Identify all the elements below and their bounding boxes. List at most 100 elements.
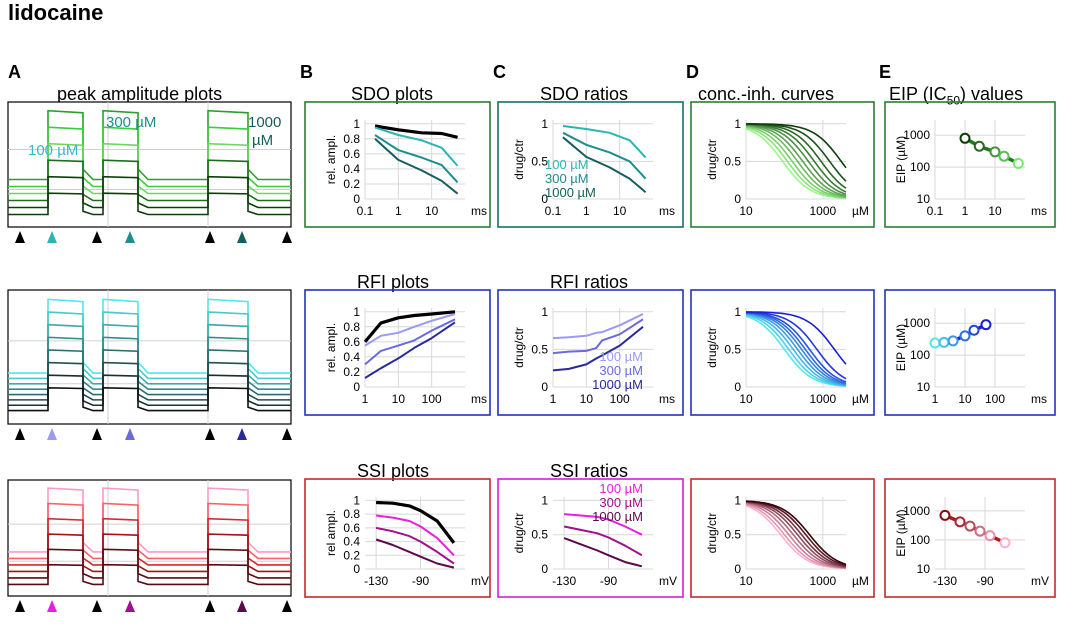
- ssi_plots-ytick: 0.6: [343, 521, 360, 535]
- rfi_plots-ytick: 0.4: [343, 350, 360, 364]
- column-title-b-row3: SSI plots: [357, 461, 430, 481]
- sdo_ratios-ylabel: drug/ctr: [512, 139, 526, 180]
- rfi_plots-xtick: 1: [362, 392, 369, 406]
- sdo_plots-xlabel: ms: [471, 204, 487, 218]
- rfi_conc_inh-ytick: 1: [734, 305, 741, 319]
- rfi_eip-point: [959, 330, 971, 342]
- sdo_plots-ytick: 0.4: [343, 162, 360, 176]
- ssi_eip-ytick: 100: [910, 533, 930, 547]
- panel-letter-e: E: [879, 62, 892, 82]
- ssi_conc_inh-curve: [745, 501, 847, 568]
- ssi_ratios-series-line: [563, 525, 643, 557]
- rfi_conc_inh-curve: [745, 311, 847, 383]
- ssi_eip-xtick: -90: [976, 574, 994, 588]
- sdo_plots-ytick: 0.2: [343, 177, 360, 191]
- rfi_eip-ylabel: EIP (µM): [894, 324, 908, 371]
- ssi_eip-point: [999, 537, 1011, 549]
- panel-box-b-1: [304, 101, 491, 228]
- ssi_plots-xlabel: mV: [471, 574, 489, 588]
- sdo_ratios-legend-label: 300 µM: [545, 171, 589, 186]
- panel-letter-b: B: [300, 62, 313, 82]
- peak-amplitude-box-1: [7, 101, 292, 228]
- rfi_plots-ytick: 0.8: [343, 320, 360, 334]
- ssi_ratios-legend-label: 100 µM: [599, 481, 643, 496]
- rfi_plots-xlabel: ms: [471, 392, 487, 406]
- ssi_conc_inh-xtick: 1000: [810, 574, 837, 588]
- rfi_plots-ylabel: rel. ampl.: [324, 323, 338, 372]
- panel-box-b-2: [304, 289, 491, 416]
- application-marker-triangle: [15, 600, 25, 612]
- application-marker-triangle: [237, 231, 247, 243]
- column-title-e-prefix: EIP (IC: [889, 84, 947, 104]
- ssi_conc_inh-curve: [745, 500, 847, 566]
- sdo_conc_inh-curve: [745, 123, 847, 196]
- column-title-c-row1: SDO ratios: [540, 84, 629, 104]
- panel-box-b-3: [304, 478, 491, 598]
- column-title-d: conc.-inh. curves: [698, 84, 835, 104]
- sdo_conc_inh-xtick: 10: [739, 204, 753, 218]
- ssi_eip-point: [939, 509, 951, 521]
- panel-letter-d: D: [686, 62, 699, 82]
- panel-letter-c: C: [493, 62, 506, 82]
- ssi_conc_inh-ytick: 1: [734, 493, 741, 507]
- sdo_conc_inh-ylabel: drug/ctr: [705, 139, 719, 180]
- sdo_conc_inh-ytick: 0.5: [724, 154, 741, 168]
- peak-amplitude-trace: [8, 387, 291, 412]
- application-marker-triangle: [92, 428, 102, 440]
- sdo_conc_inh-curve: [745, 124, 847, 198]
- application-marker-triangle: [205, 428, 215, 440]
- ssi_plots-series-line: [375, 526, 455, 565]
- sdo_eip-xlabel: ms: [1031, 204, 1047, 218]
- panel-box-c-2: [497, 289, 684, 416]
- ssi_conc_inh-ytick: 0: [734, 562, 741, 576]
- ssi_eip-xtick: -130: [933, 574, 957, 588]
- sdo_eip-ytick: 1000: [903, 128, 930, 142]
- sdo_plots-series-line: [374, 134, 459, 184]
- rfi_plots-xtick: 10: [392, 392, 406, 406]
- sdo_ratios-xtick: 0.1: [545, 204, 562, 218]
- sdo_ratios-series-line: [562, 136, 647, 193]
- rfi_eip-xtick: 1: [932, 392, 939, 406]
- application-marker-triangle: [282, 600, 292, 612]
- ssi_eip-point: [984, 530, 996, 542]
- ssi_conc_inh-curve: [745, 502, 847, 569]
- sdo_ratios-series-line: [562, 131, 647, 180]
- sdo_plots-ylabel: rel. ampl.: [324, 135, 338, 184]
- rfi_conc_inh-ytick: 0: [734, 380, 741, 394]
- ssi_conc_inh-curve: [745, 501, 847, 569]
- rfi_plots-series-line: [364, 313, 456, 347]
- sdo_ratios-legend-label: 100 µM: [545, 157, 589, 172]
- column-title-e: EIP (IC50) values: [889, 84, 1023, 108]
- panel-box-c-1: [497, 101, 684, 228]
- rfi_eip-ytick: 10: [917, 380, 931, 394]
- ssi_eip-point: [954, 516, 966, 528]
- rfi_eip-ytick: 1000: [903, 316, 930, 330]
- sdo_ratios-series-line: [562, 125, 647, 159]
- peak-amplitude-box-3: [7, 479, 292, 597]
- peak-amplitude-trace: [8, 563, 291, 586]
- peak-conc-label-1000: 1000: [248, 114, 281, 131]
- rfi_conc_inh-curve: [746, 311, 847, 365]
- rfi_plots-series-line: [364, 321, 456, 379]
- rfi_conc_inh-ylabel: drug/ctr: [705, 327, 719, 368]
- rfi_ratios-series-line: [552, 326, 644, 372]
- rfi_ratios-xtick: 1: [550, 392, 557, 406]
- sdo_plots-series-line: [374, 124, 458, 139]
- ssi_conc_inh-ytick: 0.5: [724, 528, 741, 542]
- rfi_conc_inh-curve: [745, 315, 847, 387]
- ssi_conc_inh-curve: [745, 500, 847, 568]
- ssi_ratios-xlabel: mV: [659, 574, 677, 588]
- rfi_conc_inh-curve: [745, 312, 847, 385]
- sdo_plots-ytick: 0.6: [343, 147, 360, 161]
- sdo_ratios-legend-label: 1000 µM: [545, 185, 596, 200]
- sdo_plots-xtick: 0.1: [357, 204, 374, 218]
- rfi_ratios-legend-label: 100 µM: [599, 349, 643, 364]
- ssi_ratios-ylabel: drug/ctr: [512, 513, 526, 554]
- sdo_plots-xtick: 1: [395, 204, 402, 218]
- sdo_eip-point: [989, 146, 1001, 158]
- ssi_plots-xtick: -90: [412, 574, 430, 588]
- application-marker-triangle: [125, 600, 135, 612]
- panel-box-d-2: [690, 289, 875, 416]
- ssi_plots-series-line: [375, 538, 455, 569]
- column-title-a: peak amplitude plots: [57, 84, 223, 104]
